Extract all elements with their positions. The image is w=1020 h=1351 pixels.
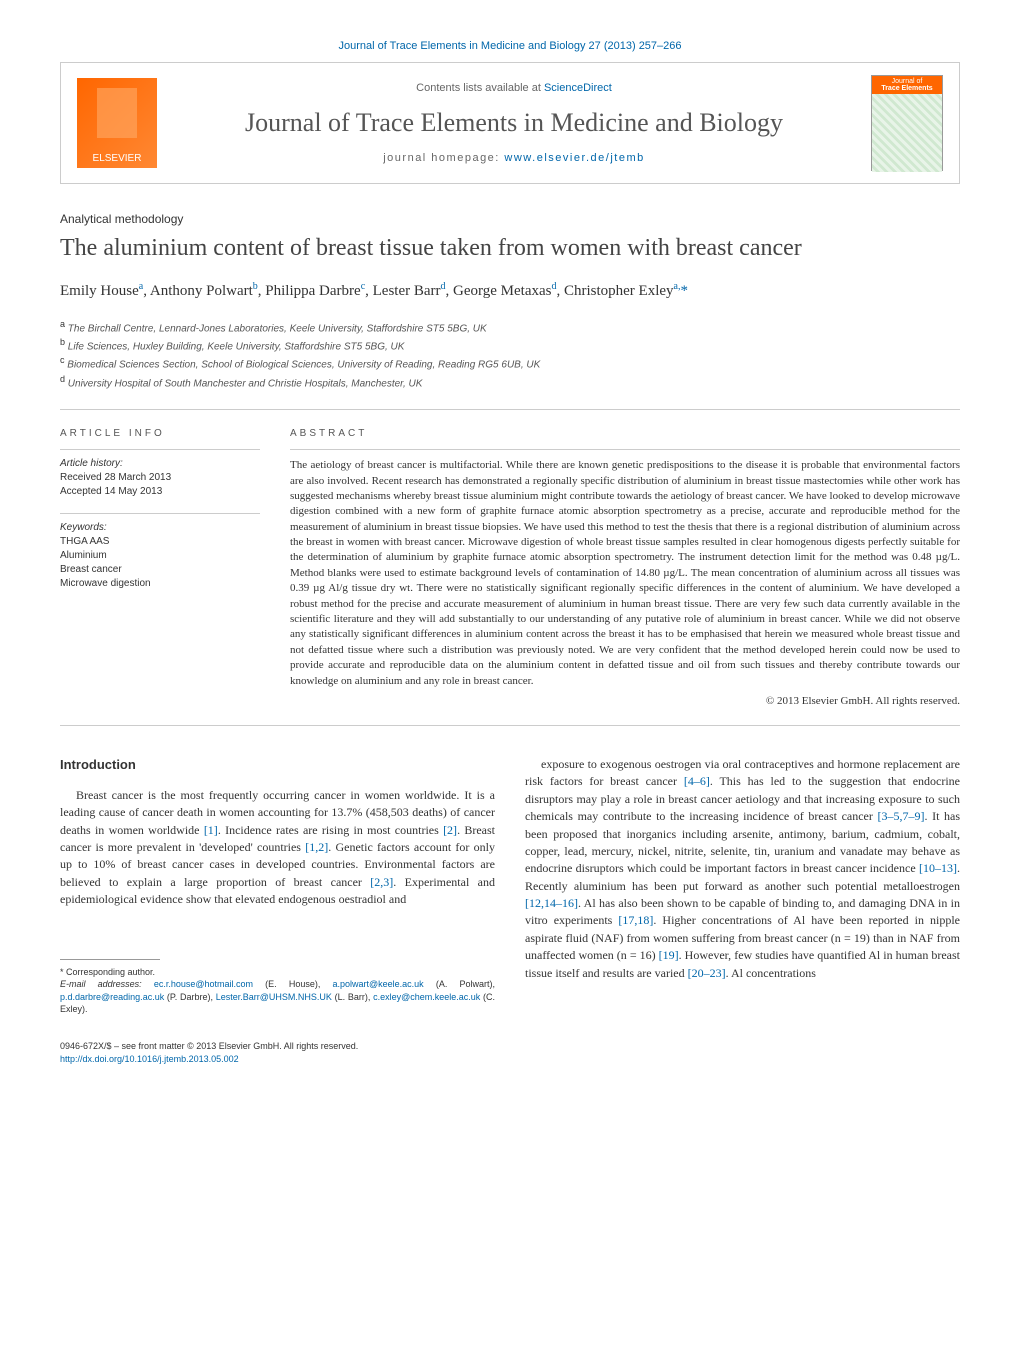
cover-title: Journal of Trace Elements xyxy=(872,76,942,94)
journal-citation-header: Journal of Trace Elements in Medicine an… xyxy=(60,40,960,52)
body-right-column: exposure to exogenous oestrogen via oral… xyxy=(525,756,960,1065)
elsevier-label: ELSEVIER xyxy=(93,153,142,164)
abstract-column: ABSTRACT The aetiology of breast cancer … xyxy=(290,428,960,707)
affiliation-b: b Life Sciences, Huxley Building, Keele … xyxy=(60,336,960,354)
footer-meta: 0946-672X/$ – see front matter © 2013 El… xyxy=(60,1040,495,1065)
cover-body xyxy=(872,94,942,172)
received-date: Received 28 March 2013 xyxy=(60,471,260,485)
keywords-label: Keywords: xyxy=(60,522,260,533)
body-paragraph: Breast cancer is the most frequently occ… xyxy=(60,787,495,909)
introduction-heading: Introduction xyxy=(60,756,495,775)
abstract-heading: ABSTRACT xyxy=(290,428,960,439)
article-info-column: ARTICLE INFO Article history: Received 2… xyxy=(60,428,260,707)
homepage-link[interactable]: www.elsevier.de/jtemb xyxy=(504,152,644,164)
keyword: THGA AAS xyxy=(60,535,260,549)
info-abstract-row: ARTICLE INFO Article history: Received 2… xyxy=(60,428,960,707)
article-title: The aluminium content of breast tissue t… xyxy=(60,234,960,263)
author-list: Emily Housea, Anthony Polwartb, Philippa… xyxy=(60,281,960,300)
info-rule xyxy=(60,513,260,514)
homepage-prefix: journal homepage: xyxy=(383,152,504,164)
affiliation-d: d University Hospital of South Mancheste… xyxy=(60,373,960,391)
sciencedirect-link[interactable]: ScienceDirect xyxy=(544,82,612,94)
elsevier-logo: ELSEVIER xyxy=(77,78,157,168)
journal-name: Journal of Trace Elements in Medicine an… xyxy=(177,108,851,138)
history-block: Article history: Received 28 March 2013 … xyxy=(60,458,260,499)
email-block: E-mail addresses: ec.r.house@hotmail.com… xyxy=(60,978,495,1016)
abstract-text: The aetiology of breast cancer is multif… xyxy=(290,458,960,689)
journal-header-box: ELSEVIER Contents lists available at Sci… xyxy=(60,62,960,184)
separator xyxy=(60,725,960,726)
footnote-separator xyxy=(60,959,160,960)
corresponding-author-note: * Corresponding author. E-mail addresses… xyxy=(60,966,495,1016)
contents-line: Contents lists available at ScienceDirec… xyxy=(177,82,851,94)
separator xyxy=(60,409,960,410)
keyword: Aluminium xyxy=(60,549,260,563)
body-left-column: Introduction Breast cancer is the most f… xyxy=(60,756,495,1065)
header-center: Contents lists available at ScienceDirec… xyxy=(157,82,871,164)
homepage-line: journal homepage: www.elsevier.de/jtemb xyxy=(177,152,851,164)
doi-link[interactable]: http://dx.doi.org/10.1016/j.jtemb.2013.0… xyxy=(60,1054,239,1064)
issn-line: 0946-672X/$ – see front matter © 2013 El… xyxy=(60,1040,495,1053)
article-info-heading: ARTICLE INFO xyxy=(60,428,260,439)
affiliations: a The Birchall Centre, Lennard-Jones Lab… xyxy=(60,318,960,391)
body-paragraph: exposure to exogenous oestrogen via oral… xyxy=(525,756,960,982)
section-label: Analytical methodology xyxy=(60,212,960,226)
accepted-date: Accepted 14 May 2013 xyxy=(60,485,260,499)
abstract-rule xyxy=(290,449,960,450)
journal-cover-thumbnail: Journal of Trace Elements xyxy=(871,75,943,171)
keyword: Breast cancer xyxy=(60,563,260,577)
keyword: Microwave digestion xyxy=(60,577,260,591)
contents-prefix: Contents lists available at xyxy=(416,82,544,94)
affiliation-a: a The Birchall Centre, Lennard-Jones Lab… xyxy=(60,318,960,336)
info-rule xyxy=(60,449,260,450)
body-columns: Introduction Breast cancer is the most f… xyxy=(60,756,960,1065)
corr-label: * Corresponding author. xyxy=(60,966,495,979)
abstract-copyright: © 2013 Elsevier GmbH. All rights reserve… xyxy=(290,695,960,707)
affiliation-c: c Biomedical Sciences Section, School of… xyxy=(60,354,960,372)
cover-small: Journal of xyxy=(892,78,923,85)
history-label: Article history: xyxy=(60,458,260,469)
cover-big: Trace Elements xyxy=(881,85,932,92)
keywords-block: Keywords: THGA AAS Aluminium Breast canc… xyxy=(60,522,260,591)
